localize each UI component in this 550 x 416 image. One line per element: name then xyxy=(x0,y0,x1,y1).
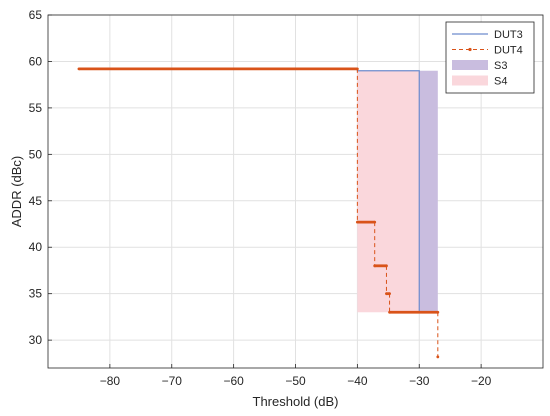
x-tick-label: −40 xyxy=(347,374,368,388)
legend-label-dut3: DUT3 xyxy=(494,29,523,41)
s3-area xyxy=(419,70,438,313)
y-tick-label: 45 xyxy=(29,194,43,208)
legend-label-s3: S3 xyxy=(494,60,507,72)
legend: DUT3 DUT4 S3 S4 xyxy=(445,21,535,94)
y-axis-ticks: 30 35 40 45 50 55 60 65 xyxy=(29,8,52,347)
dut4-marker xyxy=(373,220,377,224)
dut4-marker xyxy=(388,292,391,296)
dut4-marker xyxy=(355,220,359,224)
x-axis-label: Threshold (dB) xyxy=(253,394,339,409)
area-series-group xyxy=(357,70,438,313)
y-axis-label: ADDR (dBc) xyxy=(9,156,24,228)
dut4-marker xyxy=(385,264,388,268)
legend-label-s4: S4 xyxy=(494,76,507,88)
dut4-marker xyxy=(373,264,377,268)
legend-label-dut4: DUT4 xyxy=(494,45,523,57)
x-tick-label: −60 xyxy=(223,374,244,388)
dut4-marker xyxy=(388,310,391,314)
dut4-marker xyxy=(355,67,359,71)
x-tick-label: −20 xyxy=(471,374,492,388)
legend-swatch-marker xyxy=(468,47,472,52)
y-tick-label: 60 xyxy=(29,54,43,68)
y-tick-label: 65 xyxy=(29,8,43,22)
x-tick-label: −70 xyxy=(162,374,183,388)
dut4-marker xyxy=(77,67,81,71)
x-tick-label: −30 xyxy=(409,374,430,388)
y-tick-label: 55 xyxy=(29,101,43,115)
y-tick-label: 30 xyxy=(29,333,43,347)
legend-swatch-s4 xyxy=(452,75,488,86)
x-tick-label: −80 xyxy=(100,374,121,388)
y-tick-label: 35 xyxy=(29,287,43,301)
y-tick-label: 50 xyxy=(29,147,43,161)
x-axis-ticks: −80 −70 −60 −50 −40 −30 −20 xyxy=(100,364,492,388)
y-tick-label: 40 xyxy=(29,240,43,254)
dut4-marker xyxy=(436,310,440,314)
line-series-group xyxy=(77,67,440,359)
s4-area xyxy=(357,70,420,313)
x-tick-label: −50 xyxy=(285,374,306,388)
dut4-marker xyxy=(436,355,440,359)
legend-swatch-s3 xyxy=(452,60,488,70)
dut4-marker xyxy=(385,292,388,296)
